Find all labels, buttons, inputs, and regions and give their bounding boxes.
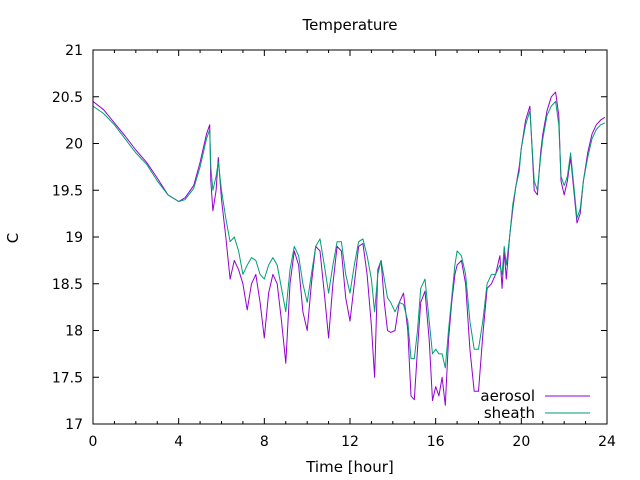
y-axis-label: C (4, 233, 22, 243)
y-tick-label: 20 (65, 137, 83, 153)
y-tick-label: 17 (65, 417, 83, 433)
y-tick-label: 18.5 (52, 277, 83, 293)
y-tick-label: 20.5 (52, 90, 83, 106)
legend-label-aerosol: aerosol (480, 387, 535, 405)
x-tick-label: 12 (341, 434, 359, 450)
plot-frame (92, 49, 608, 425)
x-tick-label: 20 (512, 434, 530, 450)
x-tick-label: 16 (427, 434, 445, 450)
y-tick-label: 18 (65, 324, 83, 340)
y-tick-label: 21 (65, 43, 83, 59)
series-line-aerosol (92, 91, 606, 406)
x-tick-label: 8 (260, 434, 269, 450)
series-lines (92, 91, 606, 406)
x-tick-label: 4 (174, 434, 183, 450)
y-tick-label: 17.5 (52, 370, 83, 386)
x-axis-label: Time [hour] (305, 458, 394, 476)
x-tick-label: 24 (598, 434, 616, 450)
chart-title: Temperature (301, 16, 397, 34)
y-tick-label: 19 (65, 230, 83, 246)
series-line-sheath (92, 100, 606, 369)
y-tick-label: 19.5 (52, 183, 83, 199)
x-tick-label: 0 (89, 434, 98, 450)
legend-label-sheath: sheath (484, 404, 535, 422)
tick-labels: 0 4 8 12 16 20 24 17 17.5 18 18.5 19 19.5 20 20.5 21 (52, 43, 616, 450)
